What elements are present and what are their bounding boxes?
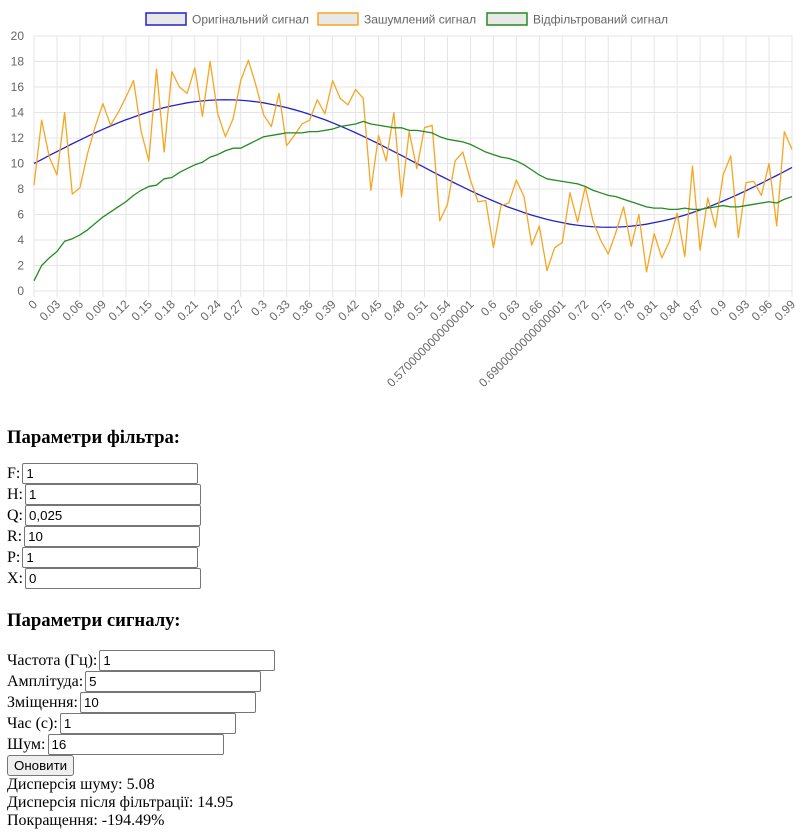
- x-tick-label: 0.12: [106, 297, 133, 324]
- x-tick-label: 0.78: [611, 297, 638, 324]
- filter-h-label: H:: [7, 486, 23, 503]
- y-tick-label: 18: [11, 55, 25, 69]
- filter-row-r: R:: [7, 526, 201, 547]
- x-tick-label: 0.06: [60, 297, 87, 324]
- filter-f-label: F:: [7, 465, 21, 482]
- x-tick-label: 0.33: [266, 297, 293, 324]
- filter-x-label: X:: [7, 570, 23, 587]
- signal-params-title: Параметри сигналу:: [7, 610, 181, 631]
- y-tick-label: 12: [11, 131, 25, 145]
- signal-row-offset: Зміщення:: [7, 692, 256, 713]
- filtered-variance-text: Дисперсія після фільтрації: 14.95: [7, 794, 234, 811]
- update-button[interactable]: Оновити: [7, 755, 75, 776]
- y-tick-label: 8: [17, 182, 24, 196]
- y-tick-label: 10: [11, 157, 25, 171]
- x-tick-label: 0.15: [129, 297, 156, 324]
- signal-time-label: Час (с):: [7, 715, 58, 732]
- filter-p-label: P:: [7, 549, 21, 566]
- filter-row-x: X:: [7, 568, 201, 589]
- y-tick-label: 14: [11, 106, 25, 120]
- signal-frequency-input[interactable]: [99, 650, 276, 671]
- filter-f-input[interactable]: [22, 463, 199, 484]
- chart-svg: 0246810121416182000.030.060.090.120.150.…: [11, 12, 799, 390]
- x-tick-label: 0.45: [358, 297, 385, 324]
- noise-variance-text: Дисперсія шуму: 5.08: [7, 776, 155, 793]
- signal-amplitude-label: Амплітуда:: [7, 673, 84, 690]
- filter-q-input[interactable]: [25, 505, 201, 526]
- legend-swatch: [317, 12, 359, 26]
- controls-panel: Параметри фільтра: F: H: Q: R: P: X: Пар…: [7, 425, 797, 829]
- x-tick-label: 0.96: [749, 297, 776, 324]
- legend-label: Оригінальний сигнал: [192, 13, 309, 27]
- filter-p-input[interactable]: [22, 547, 199, 568]
- x-tick-label: 0.24: [197, 297, 224, 324]
- legend-label: Зашумлений сигнал: [364, 13, 476, 27]
- x-tick-label: 0.48: [381, 297, 408, 324]
- x-tick-label: 0.84: [657, 297, 684, 324]
- y-tick-label: 2: [17, 259, 24, 273]
- x-tick-label: 0: [25, 297, 40, 312]
- signal-row-time: Час (с):: [7, 713, 236, 734]
- y-tick-label: 0: [17, 284, 24, 298]
- signal-row-noise: Шум:: [7, 734, 224, 755]
- legend-swatch: [145, 12, 187, 26]
- x-tick-label: 0.6: [478, 297, 500, 319]
- x-tick-label: 0.03: [37, 297, 64, 324]
- x-tick-label: 0.27: [220, 297, 247, 324]
- filter-params-title: Параметри фільтра:: [7, 427, 181, 448]
- series-line-3: [33, 120, 793, 282]
- filter-row-q: Q:: [7, 505, 201, 526]
- filter-row-p: P:: [7, 547, 199, 568]
- signal-row-frequency: Частота (Гц):: [7, 650, 276, 671]
- filter-row-h: H:: [7, 484, 201, 505]
- signal-offset-input[interactable]: [79, 692, 256, 713]
- filter-h-input[interactable]: [25, 484, 201, 505]
- x-tick-label: 0.63: [496, 297, 523, 324]
- filter-q-label: Q:: [7, 507, 23, 524]
- filter-row-f: F:: [7, 463, 199, 484]
- signal-frequency-label: Частота (Гц):: [7, 652, 98, 669]
- x-tick-label: 0.75: [588, 297, 615, 324]
- filter-r-label: R:: [7, 528, 23, 545]
- x-tick-label: 0.39: [312, 297, 339, 324]
- y-tick-label: 16: [11, 80, 25, 94]
- y-tick-label: 4: [17, 233, 24, 247]
- signal-time-input[interactable]: [59, 713, 236, 734]
- x-tick-label: 0.18: [152, 297, 179, 324]
- x-tick-label: 0.42: [335, 297, 362, 324]
- x-tick-label: 0.09: [83, 297, 110, 324]
- improvement-text: Покращення: -194.49%: [7, 812, 165, 829]
- x-tick-label: 0.36: [289, 297, 316, 324]
- signal-noise-label: Шум:: [7, 736, 46, 753]
- x-tick-label: 0.9: [708, 297, 730, 319]
- signal-chart: 0 2 4 6 8 10 12 14 16 18 20 0 0.03 0.06 0.09 0.12 0.15 0.…: [0, 0, 811, 418]
- x-tick-label: 0.87: [680, 297, 707, 324]
- x-tick-label: 0.51: [404, 297, 431, 324]
- x-tick-label: 0.93: [726, 297, 753, 324]
- legend-label: Відфільтрований сигнал: [533, 13, 668, 27]
- x-tick-label: 0.99: [772, 297, 799, 324]
- x-tick-label: 0.81: [634, 297, 661, 324]
- series-line-2: [33, 59, 793, 273]
- x-tick-label: 0.21: [174, 297, 201, 324]
- legend-swatch: [486, 12, 528, 26]
- filter-r-input[interactable]: [24, 526, 201, 547]
- signal-amplitude-input[interactable]: [85, 671, 262, 692]
- y-tick-label: 20: [11, 29, 25, 43]
- signal-row-amplitude: Амплітуда:: [7, 671, 262, 692]
- x-tick-label: 0.3: [248, 297, 270, 319]
- y-tick-label: 6: [17, 208, 24, 222]
- filter-x-input[interactable]: [25, 568, 201, 589]
- signal-noise-input[interactable]: [47, 734, 224, 755]
- x-tick-label: 0.72: [565, 297, 592, 324]
- signal-offset-label: Зміщення:: [7, 694, 78, 711]
